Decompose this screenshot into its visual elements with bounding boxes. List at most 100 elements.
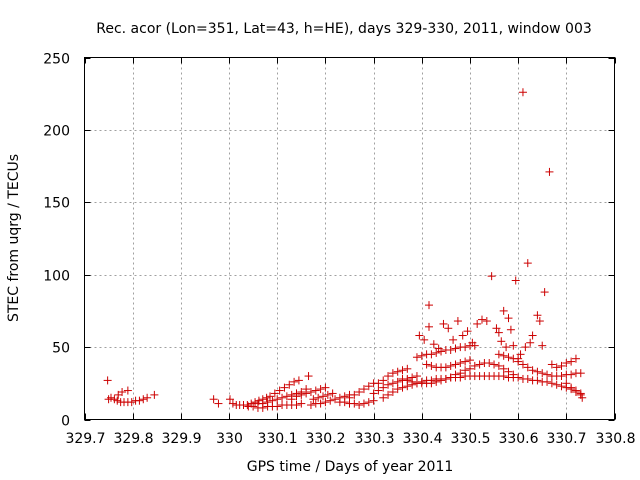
data-point bbox=[552, 380, 561, 389]
data-point bbox=[427, 350, 436, 359]
data-point bbox=[545, 167, 554, 176]
data-point bbox=[359, 399, 368, 408]
data-point bbox=[408, 377, 417, 386]
data-point bbox=[290, 377, 299, 386]
data-point bbox=[393, 377, 402, 386]
data-points bbox=[103, 88, 587, 412]
data-point bbox=[425, 301, 433, 310]
data-point bbox=[446, 345, 455, 354]
data-point bbox=[439, 319, 448, 328]
data-point bbox=[393, 367, 402, 376]
data-point bbox=[422, 360, 431, 369]
data-point bbox=[314, 393, 323, 402]
data-point bbox=[499, 351, 508, 360]
y-tick-label: 150 bbox=[43, 196, 70, 212]
x-tick-label: 330.6 bbox=[498, 431, 538, 447]
data-point bbox=[463, 327, 472, 336]
data-point bbox=[364, 382, 373, 391]
data-point bbox=[441, 363, 450, 372]
data-point bbox=[499, 372, 508, 381]
data-point bbox=[494, 328, 503, 337]
data-point bbox=[139, 395, 148, 404]
data-point bbox=[535, 317, 544, 326]
data-point bbox=[543, 370, 552, 379]
data-point bbox=[403, 376, 412, 385]
y-tick-label: 100 bbox=[43, 269, 70, 285]
data-point bbox=[523, 259, 532, 268]
data-point bbox=[518, 88, 527, 97]
data-point bbox=[514, 357, 523, 366]
data-point bbox=[243, 401, 252, 410]
data-point bbox=[280, 383, 289, 392]
data-point bbox=[432, 377, 441, 386]
data-point bbox=[127, 398, 136, 407]
data-point bbox=[364, 398, 373, 407]
data-point bbox=[294, 376, 303, 385]
data-point bbox=[285, 380, 294, 389]
data-point bbox=[482, 317, 491, 326]
data-point bbox=[578, 393, 587, 402]
data-point bbox=[485, 359, 494, 368]
data-point bbox=[538, 341, 547, 350]
data-point bbox=[509, 341, 518, 350]
data-point bbox=[504, 367, 513, 376]
data-point bbox=[262, 393, 271, 402]
data-point bbox=[533, 367, 542, 376]
data-point bbox=[321, 398, 330, 407]
data-point bbox=[427, 379, 436, 388]
data-point bbox=[209, 395, 218, 404]
x-tick-label: 330.1 bbox=[257, 431, 297, 447]
data-point bbox=[523, 363, 532, 372]
data-point bbox=[319, 392, 327, 401]
x-axis-label: GPS time / Days of year 2011 bbox=[247, 459, 454, 475]
data-point bbox=[398, 383, 407, 392]
data-point bbox=[429, 340, 438, 349]
data-point bbox=[571, 386, 580, 395]
data-point bbox=[328, 389, 337, 398]
data-point bbox=[562, 379, 571, 388]
data-point bbox=[340, 398, 349, 407]
data-point bbox=[533, 311, 542, 320]
data-point bbox=[528, 366, 537, 375]
y-tick-label: 200 bbox=[43, 124, 70, 140]
data-point bbox=[490, 360, 499, 369]
data-point bbox=[359, 385, 368, 394]
data-point bbox=[113, 396, 122, 405]
data-point bbox=[398, 366, 407, 375]
data-point bbox=[292, 392, 301, 401]
data-point bbox=[321, 383, 330, 392]
data-point bbox=[528, 331, 537, 340]
data-point bbox=[504, 314, 513, 323]
data-point bbox=[309, 395, 318, 404]
data-point bbox=[494, 350, 503, 359]
data-point bbox=[509, 370, 518, 379]
data-point bbox=[374, 379, 383, 388]
x-tick-label: 330.8 bbox=[595, 431, 635, 447]
data-point bbox=[538, 369, 547, 378]
data-point bbox=[398, 374, 407, 383]
data-point bbox=[350, 390, 359, 399]
data-point bbox=[473, 319, 482, 328]
data-point bbox=[374, 386, 383, 395]
data-point bbox=[506, 325, 515, 334]
data-point bbox=[228, 399, 237, 408]
data-point bbox=[562, 359, 571, 368]
data-point bbox=[388, 369, 397, 378]
data-point bbox=[502, 343, 511, 352]
y-axis-label: STEC from uqrg / TECUs bbox=[6, 154, 22, 322]
data-point bbox=[412, 372, 421, 381]
data-point bbox=[492, 324, 501, 333]
data-point bbox=[458, 331, 467, 340]
data-point bbox=[403, 364, 412, 373]
data-point bbox=[384, 390, 393, 399]
data-point bbox=[449, 335, 458, 344]
data-point bbox=[516, 350, 525, 359]
data-point bbox=[304, 372, 313, 381]
data-point bbox=[345, 393, 354, 402]
data-point bbox=[384, 380, 393, 389]
data-point bbox=[523, 374, 532, 383]
data-point bbox=[323, 390, 332, 399]
data-point bbox=[504, 353, 513, 362]
data-point bbox=[297, 390, 306, 399]
chart-title: Rec. acor (Lon=351, Lat=43, h=HE), days … bbox=[96, 21, 592, 37]
